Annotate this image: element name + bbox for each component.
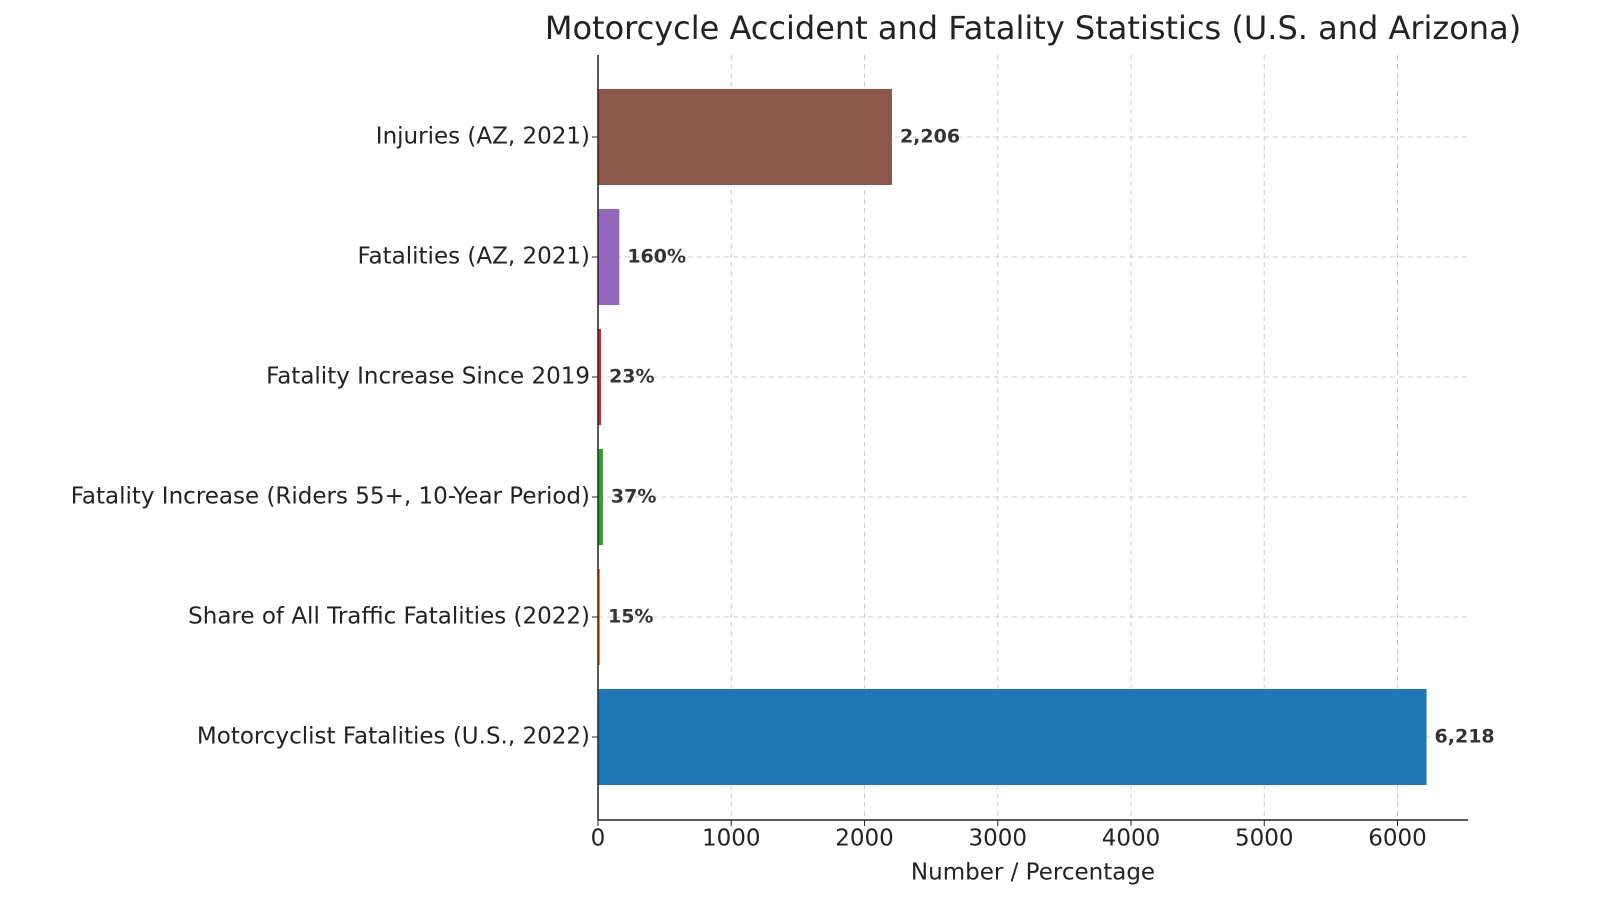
y-tick-label: Fatality Increase (Riders 55+, 10-Year P…: [71, 484, 590, 510]
bar: [598, 329, 602, 425]
value-label: 23%: [609, 366, 654, 388]
x-tick-label: 3000: [968, 826, 1027, 852]
y-tick-label: Fatality Increase Since 2019: [266, 364, 590, 390]
bar: [598, 89, 892, 185]
x-axis-label: Number / Percentage: [911, 860, 1155, 886]
x-tick-label: 5000: [1235, 826, 1294, 852]
x-tick-label: 0: [591, 826, 606, 852]
y-tick-label: Share of All Traffic Fatalities (2022): [188, 604, 590, 630]
value-label: 15%: [608, 606, 653, 628]
x-tick-label: 1000: [702, 826, 761, 852]
bar: [598, 449, 603, 545]
x-tick-label: 4000: [1102, 826, 1161, 852]
y-tick-label: Injuries (AZ, 2021): [376, 124, 590, 150]
bar: [598, 569, 600, 665]
bar: [598, 209, 620, 305]
chart-title: Motorcycle Accident and Fatality Statist…: [545, 9, 1521, 47]
value-label: 37%: [611, 486, 656, 508]
value-label: 160%: [627, 246, 686, 268]
x-tick-label: 2000: [835, 826, 894, 852]
x-tick-label: 6000: [1368, 826, 1427, 852]
bar: [598, 689, 1427, 785]
y-tick-label: Motorcyclist Fatalities (U.S., 2022): [197, 724, 590, 750]
y-tick-label: Fatalities (AZ, 2021): [357, 244, 590, 270]
value-label: 6,218: [1435, 726, 1495, 748]
value-label: 2,206: [900, 126, 960, 148]
